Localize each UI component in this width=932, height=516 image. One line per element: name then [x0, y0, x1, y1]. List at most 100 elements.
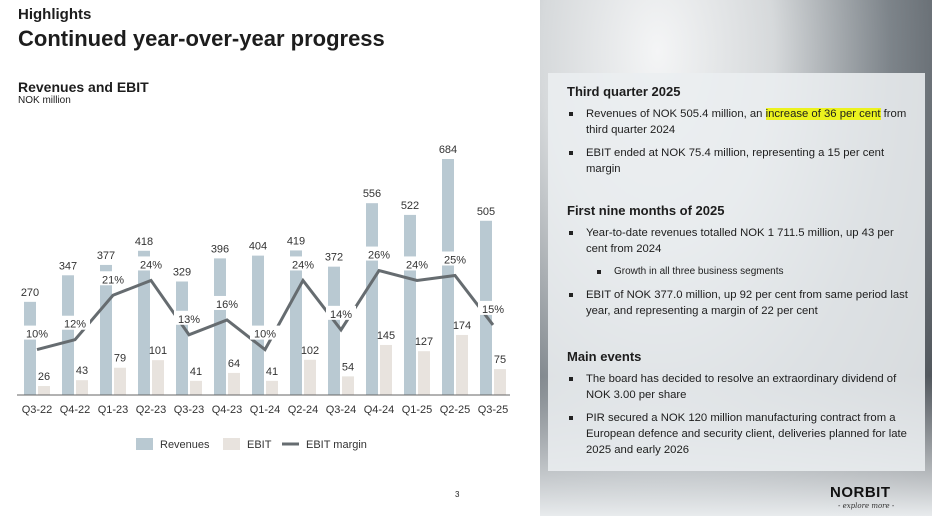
- category-label: Q4-23: [212, 404, 243, 416]
- revenue-label: 270: [21, 287, 39, 299]
- margin-label-bg: [212, 295, 242, 310]
- category-label: Q2-25: [440, 404, 471, 416]
- revenue-label: 329: [173, 266, 191, 278]
- ebit-bar: [494, 369, 506, 395]
- ebit-bar: [380, 344, 392, 395]
- ebit-label: 101: [149, 345, 167, 357]
- revenue-label: 505: [477, 206, 495, 218]
- bullet: Year-to-date revenues totalled NOK 1 711…: [567, 225, 917, 257]
- ebit-bar: [418, 351, 430, 395]
- margin-label: 24%: [292, 259, 314, 271]
- margin-label: 16%: [216, 299, 238, 311]
- bullet: EBIT of NOK 377.0 million, up 92 per cen…: [567, 287, 917, 319]
- revenue-bar: [62, 275, 74, 395]
- category-label: Q4-22: [60, 404, 91, 416]
- ebit-label: 41: [266, 366, 278, 378]
- revenue-bar: [404, 214, 416, 395]
- margin-label: 10%: [26, 329, 48, 341]
- norbit-logo: NORBIT: [830, 484, 891, 501]
- category-label: Q1-24: [250, 404, 281, 416]
- ebit-bar: [342, 376, 354, 395]
- legend-ebit-margin: EBIT margin: [306, 439, 367, 451]
- revenue-label: 396: [211, 243, 229, 255]
- ebit-bar: [228, 372, 240, 395]
- margin-label-bg: [440, 251, 470, 266]
- ebit-label: 43: [76, 365, 88, 377]
- ebit-label: 145: [377, 330, 395, 342]
- bullet: PIR secured a NOK 120 million manufactur…: [567, 410, 917, 458]
- category-label: Q3-24: [326, 404, 357, 416]
- revenue-bar: [138, 250, 150, 395]
- revenue-bar: [214, 258, 226, 395]
- ebit-bar: [114, 367, 126, 395]
- margin-label: 13%: [178, 314, 200, 326]
- sub-bullet: Growth in all three business segments: [567, 264, 917, 280]
- chart-subtitle: NOK million: [18, 95, 71, 106]
- ebit-label: 127: [415, 336, 433, 348]
- revenue-bar: [100, 264, 112, 395]
- ebit-label: 75: [494, 354, 506, 366]
- margin-label-bg: [326, 305, 356, 320]
- margin-label: 21%: [102, 274, 124, 286]
- category-label: Q3-23: [174, 404, 205, 416]
- logo-tagline: - explore more -: [838, 502, 895, 510]
- section-title: Third quarter 2025: [567, 84, 681, 99]
- section-title: Main events: [567, 349, 642, 364]
- margin-label-bg: [98, 271, 128, 286]
- revenue-bar: [328, 266, 340, 395]
- margin-label: 26%: [368, 250, 390, 262]
- ebit-bar: [304, 359, 316, 395]
- ebit-bar: [456, 334, 468, 395]
- revenue-label: 556: [363, 188, 381, 200]
- revenue-label: 347: [59, 260, 77, 272]
- margin-label: 14%: [330, 309, 352, 321]
- margin-label-bg: [60, 315, 90, 330]
- category-label: Q1-23: [98, 404, 129, 416]
- bullet: The board has decided to resolve an extr…: [567, 371, 917, 403]
- margin-label: 25%: [444, 255, 466, 267]
- highlighted-text: increase of 36 per cent: [765, 108, 881, 120]
- ebit-label: 41: [190, 366, 202, 378]
- margin-label: 24%: [406, 259, 428, 271]
- slide-title: Continued year-over-year progress: [18, 26, 385, 51]
- margin-label-bg: [478, 300, 508, 315]
- legend-revenues-swatch: [136, 438, 153, 450]
- ebit-label: 26: [38, 371, 50, 383]
- margin-label-bg: [136, 256, 166, 271]
- section-title: First nine months of 2025: [567, 203, 725, 218]
- ebit-bar: [266, 380, 278, 395]
- category-label: Q3-25: [478, 404, 509, 416]
- revenue-bar: [366, 203, 378, 395]
- bullet: EBIT ended at NOK 75.4 million, represen…: [567, 145, 917, 177]
- ebit-bar: [190, 380, 202, 395]
- revenue-label: 522: [401, 200, 419, 212]
- margin-label: 15%: [482, 304, 504, 316]
- margin-label-bg: [402, 256, 432, 271]
- legend-ebit-swatch: [223, 438, 240, 450]
- page-number: 3: [455, 490, 460, 499]
- ebit-label: 174: [453, 320, 471, 332]
- margin-label-bg: [22, 325, 52, 340]
- category-label: Q4-24: [364, 404, 395, 416]
- ebit-bar: [152, 360, 164, 395]
- revenue-label: 418: [135, 236, 153, 248]
- ebit-bar: [38, 386, 50, 395]
- legend-revenues: Revenues: [160, 439, 210, 451]
- margin-label: 24%: [140, 259, 162, 271]
- slide-kicker: Highlights: [18, 6, 92, 23]
- margin-label-bg: [250, 325, 280, 340]
- ebit-label: 79: [114, 353, 126, 365]
- ebit-bar: [76, 380, 88, 395]
- margin-label: 12%: [64, 319, 86, 331]
- revenue-label: 404: [249, 241, 267, 253]
- ebit-label: 64: [228, 358, 240, 370]
- revenue-label: 419: [287, 235, 305, 247]
- ebit-margin-line: [36, 268, 495, 352]
- revenues-ebit-chart: 270 26 Q3-22 347 43 Q4-22 377 79 Q1-23 418 101 Q2-2…: [17, 144, 510, 451]
- revenue-bar: [24, 301, 36, 395]
- revenue-label: 372: [325, 252, 343, 264]
- margin-label: 10%: [254, 329, 276, 341]
- highlights-panel: Third quarter 2025 Revenues of NOK 505.4…: [548, 73, 925, 471]
- revenue-label: 377: [97, 250, 115, 262]
- category-label: Q3-22: [22, 404, 53, 416]
